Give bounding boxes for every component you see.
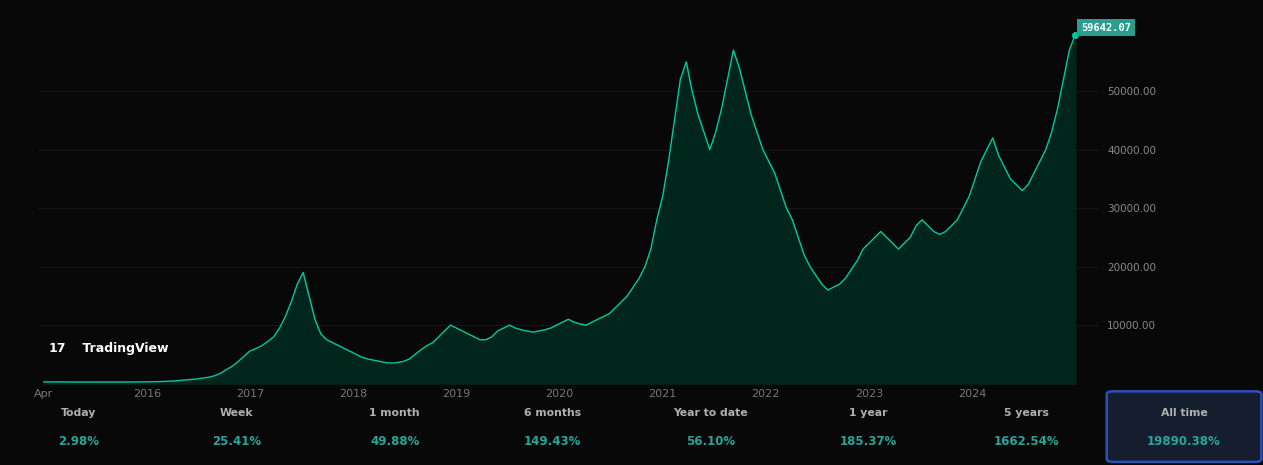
Text: 49.88%: 49.88% [370, 436, 419, 448]
Text: 2.98%: 2.98% [58, 436, 100, 448]
Text: Year to date: Year to date [673, 408, 748, 418]
Text: 185.37%: 185.37% [840, 436, 897, 448]
Text: Week: Week [220, 408, 254, 418]
Text: 59642.07: 59642.07 [1081, 23, 1132, 33]
Text: 1662.54%: 1662.54% [994, 436, 1058, 448]
Text: Today: Today [61, 408, 97, 418]
Text: 1 month: 1 month [369, 408, 421, 418]
Text: 17: 17 [48, 342, 66, 355]
Text: 25.41%: 25.41% [212, 436, 261, 448]
Text: 56.10%: 56.10% [686, 436, 735, 448]
Text: 5 years: 5 years [1004, 408, 1048, 418]
Text: 6 months: 6 months [524, 408, 581, 418]
FancyBboxPatch shape [1106, 392, 1262, 462]
Text: 1 year: 1 year [849, 408, 888, 418]
Text: All time: All time [1161, 408, 1207, 418]
Text: TradingView: TradingView [78, 342, 169, 355]
Text: 149.43%: 149.43% [524, 436, 581, 448]
Text: 19890.38%: 19890.38% [1147, 436, 1221, 448]
